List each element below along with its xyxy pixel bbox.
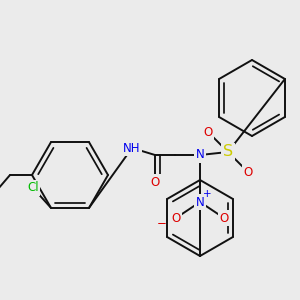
Text: O: O [150,176,160,188]
Text: O: O [243,166,253,178]
Text: S: S [223,145,233,160]
Text: O: O [219,212,229,224]
Text: N: N [196,148,204,161]
Text: NH: NH [123,142,141,154]
Text: +: + [203,189,211,199]
Text: O: O [171,212,181,224]
Text: −: − [157,218,167,230]
Text: Cl: Cl [27,182,39,194]
Text: O: O [203,125,213,139]
Text: N: N [196,196,204,208]
